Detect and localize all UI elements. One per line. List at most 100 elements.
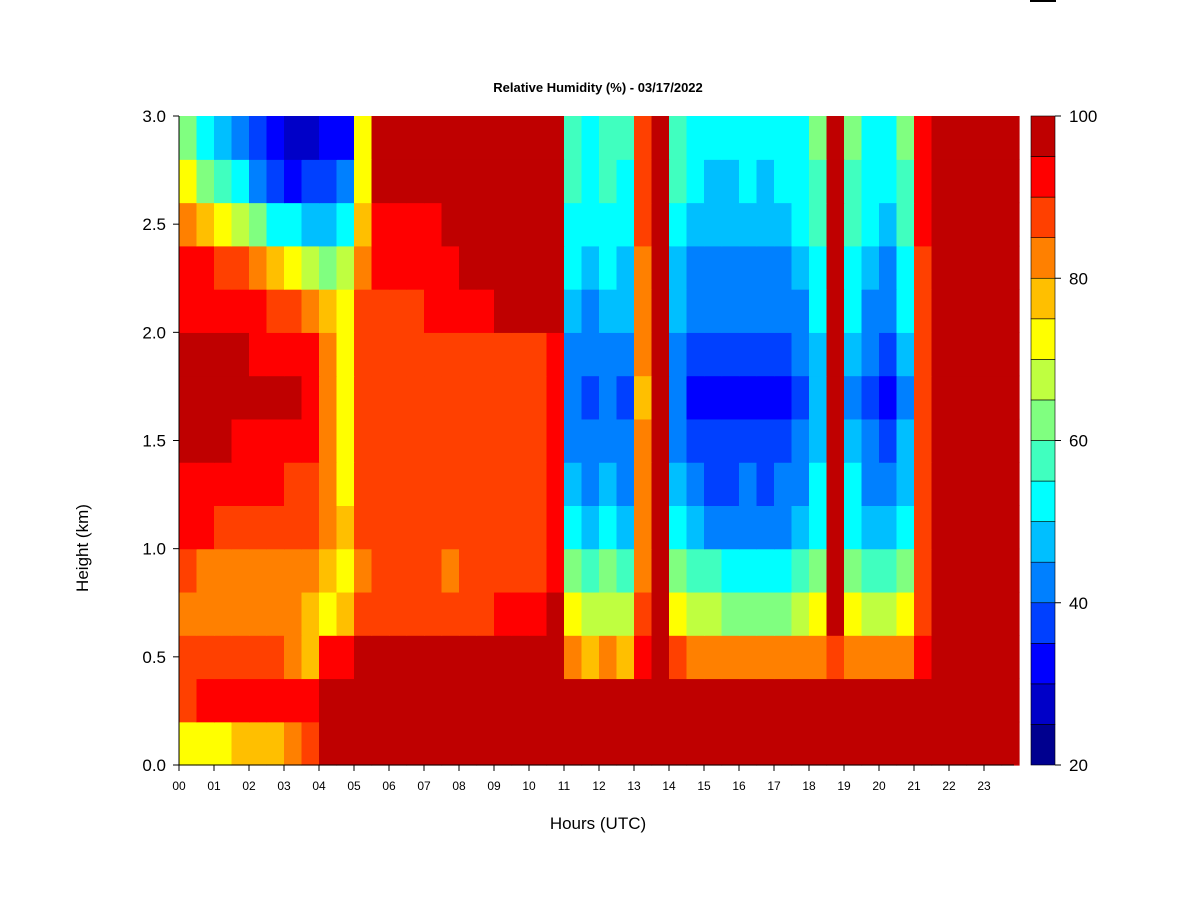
- heatmap-cell: [529, 332, 548, 377]
- heatmap-cell: [826, 591, 845, 636]
- heatmap-cell: [809, 332, 828, 377]
- heatmap-cell: [336, 635, 355, 680]
- heatmap-cell: [546, 505, 565, 550]
- heatmap-cell: [214, 116, 233, 160]
- heatmap-cell: [564, 721, 583, 766]
- heatmap-cell: [879, 721, 898, 766]
- heatmap-cell: [529, 548, 548, 593]
- heatmap-cell: [389, 202, 408, 247]
- heatmap-cell: [966, 159, 985, 204]
- heatmap-cell: [791, 418, 810, 463]
- heatmap-cell: [616, 332, 635, 377]
- heatmap-cell: [354, 505, 373, 550]
- heatmap-cell: [931, 548, 950, 593]
- heatmap-cell: [966, 332, 985, 377]
- heatmap-cell: [214, 332, 233, 377]
- heatmap-cell: [721, 635, 740, 680]
- heatmap-cell: [371, 245, 390, 290]
- heatmap-cell: [581, 462, 600, 506]
- heatmap-cell: [354, 332, 373, 377]
- heatmap-cell: [634, 332, 653, 377]
- heatmap-cell: [774, 505, 793, 550]
- heatmap-cell: [896, 289, 915, 333]
- heatmap-cell: [739, 418, 758, 463]
- heatmap-cell: [546, 635, 565, 680]
- heatmap-cell: [459, 721, 478, 766]
- heatmap-cell: [476, 462, 495, 506]
- heatmap-cell: [739, 591, 758, 636]
- heatmap-cell: [214, 721, 233, 766]
- heatmap-cell: [529, 289, 548, 333]
- heatmap-cell: [301, 375, 320, 420]
- heatmap-cell: [809, 462, 828, 506]
- heatmap-cell: [494, 635, 513, 680]
- heatmap-cell: [984, 591, 1003, 636]
- heatmap-cell: [249, 289, 268, 333]
- heatmap-cell: [319, 289, 338, 333]
- y-axis: 0.0 0.5 1.0 1.5 2.0 2.5 3.0: [142, 107, 180, 775]
- heatmap-cell: [231, 721, 250, 766]
- heatmap-cell: [756, 678, 775, 723]
- heatmap-cell: [511, 505, 530, 550]
- heatmap-cell: [406, 721, 425, 766]
- heatmap-cell: [371, 678, 390, 723]
- heatmap-cell: [494, 159, 513, 204]
- heatmap-cell: [336, 332, 355, 377]
- heatmap-cell: [441, 462, 460, 506]
- heatmap-cell: [249, 375, 268, 420]
- heatmap-cell: [459, 591, 478, 636]
- heatmap-cell: [529, 245, 548, 290]
- heatmap-cell: [319, 678, 338, 723]
- heatmap-cell: [1001, 202, 1020, 247]
- heatmap-cell: [651, 635, 670, 680]
- heatmap-cell: [634, 635, 653, 680]
- heatmap-cell: [441, 202, 460, 247]
- heatmap-cell: [231, 202, 250, 247]
- heatmap-cell: [949, 721, 968, 766]
- corner-mark: [1030, 0, 1056, 2]
- heatmap-cell: [354, 245, 373, 290]
- heatmap-cell: [634, 591, 653, 636]
- heatmap-cell: [809, 375, 828, 420]
- heatmap-cell: [949, 418, 968, 463]
- heatmap-cell: [949, 591, 968, 636]
- heatmap-cell: [931, 289, 950, 333]
- heatmap-cell: [879, 159, 898, 204]
- heatmap-cell: [231, 635, 250, 680]
- heatmap-cell: [914, 332, 933, 377]
- heatmap-cell: [949, 116, 968, 160]
- heatmap-cell: [704, 505, 723, 550]
- heatmap-cell: [266, 462, 285, 506]
- heatmap-cell: [651, 289, 670, 333]
- heatmap-cell: [879, 375, 898, 420]
- heatmap-cell: [336, 375, 355, 420]
- heatmap-cell: [984, 289, 1003, 333]
- heatmap-cell: [914, 591, 933, 636]
- x-tick-label: 04: [312, 779, 326, 793]
- heatmap-cell: [406, 462, 425, 506]
- heatmap-cell: [949, 289, 968, 333]
- heatmap-cell: [319, 159, 338, 204]
- heatmap-cell: [424, 289, 443, 333]
- heatmap-cell: [704, 159, 723, 204]
- heatmap-cell: [861, 159, 880, 204]
- heatmap-cell: [459, 635, 478, 680]
- heatmap-cell: [826, 505, 845, 550]
- heatmap-cell: [319, 202, 338, 247]
- heatmap-cell: [319, 418, 338, 463]
- heatmap-cell: [196, 678, 215, 723]
- heatmap-cell: [284, 375, 303, 420]
- heatmap-cell: [546, 418, 565, 463]
- heatmap-cell: [791, 505, 810, 550]
- heatmap-cell: [511, 462, 530, 506]
- heatmap-cell: [949, 245, 968, 290]
- heatmap-cell: [179, 721, 198, 766]
- y-tick-label: 2.0: [142, 323, 166, 342]
- heatmap-cell: [949, 159, 968, 204]
- heatmap-cell: [651, 202, 670, 247]
- heatmap-cell: [284, 202, 303, 247]
- heatmap-cell: [301, 635, 320, 680]
- heatmap-cell: [756, 462, 775, 506]
- heatmap-cell: [424, 332, 443, 377]
- x-tick-label: 10: [522, 779, 536, 793]
